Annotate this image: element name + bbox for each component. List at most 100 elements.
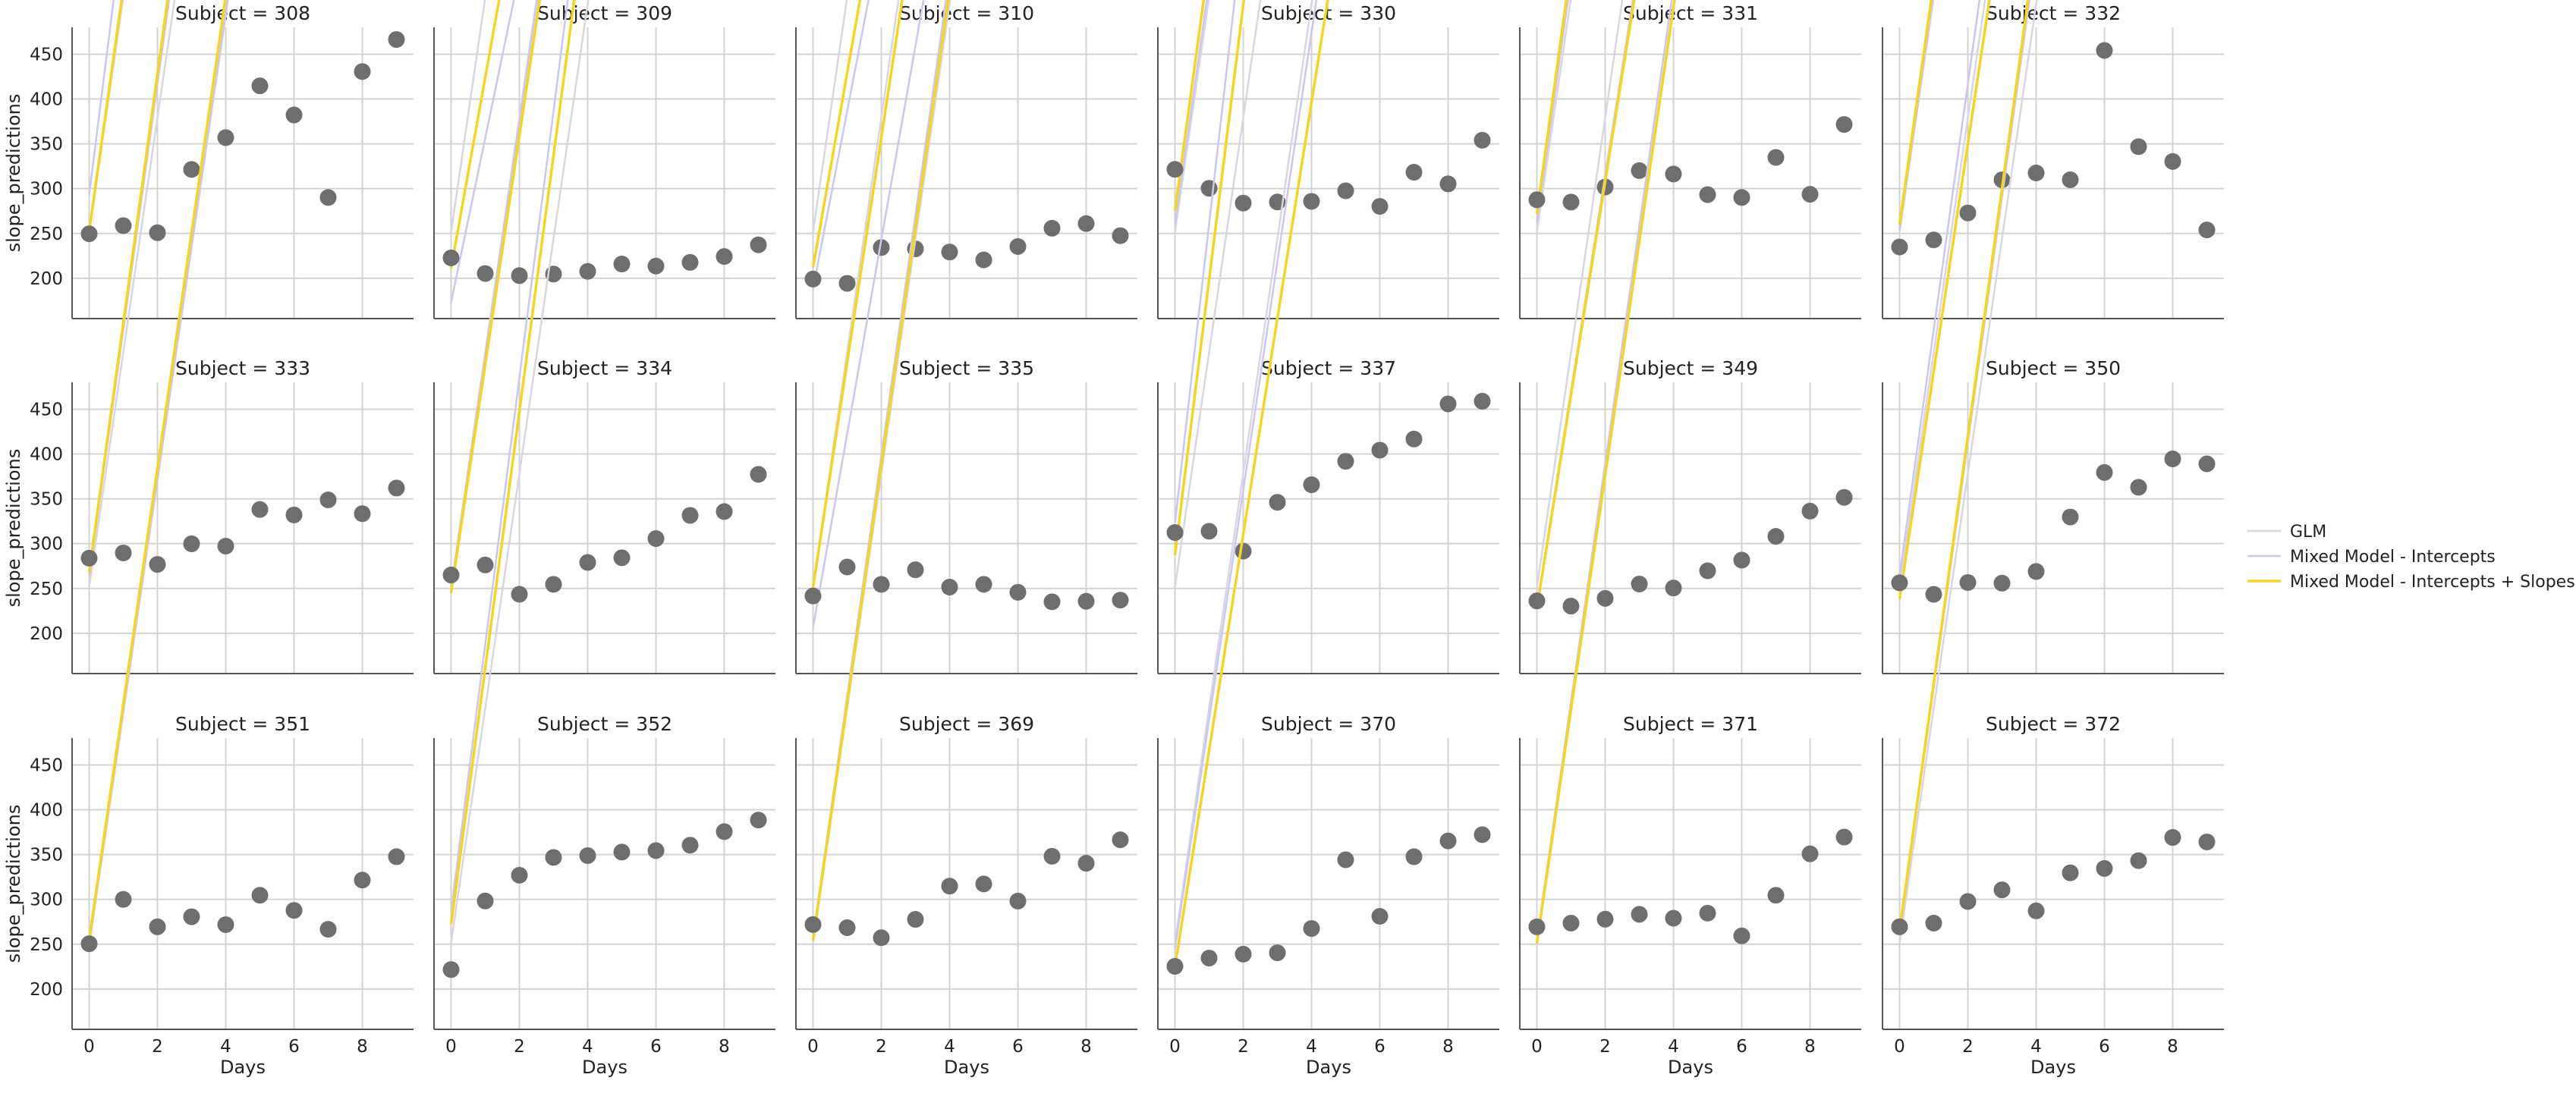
data-point <box>319 921 337 938</box>
y-tick-label: 400 <box>30 801 63 821</box>
data-point <box>354 63 371 80</box>
panel-title: Subject = 350 <box>1986 357 2121 379</box>
data-point <box>2062 508 2079 526</box>
data-point <box>1077 592 1095 610</box>
y-tick-label: 250 <box>30 580 63 599</box>
glm-line <box>1898 0 2038 944</box>
slopes-line <box>449 0 576 925</box>
x-tick-label: 8 <box>719 1037 730 1057</box>
data-point <box>1993 574 2011 592</box>
data-point <box>2130 138 2147 155</box>
data-point <box>183 161 200 178</box>
data-point <box>1801 186 1819 203</box>
data-point <box>217 537 234 554</box>
slopes-line <box>1535 0 1676 944</box>
data-point <box>442 250 460 267</box>
data-point <box>388 31 405 49</box>
data-point <box>545 576 562 593</box>
glm-line <box>1898 0 1935 233</box>
data-point <box>80 549 98 567</box>
glm-line <box>450 0 486 233</box>
data-point <box>115 544 132 561</box>
panel-subject-337: Subject = 337 <box>1157 0 1499 674</box>
data-point <box>1631 906 1648 923</box>
data-point <box>1665 909 1682 927</box>
data-point <box>941 578 958 595</box>
data-point <box>149 556 166 573</box>
data-point <box>716 503 733 520</box>
data-point <box>1337 453 1354 470</box>
data-point <box>838 558 856 576</box>
data-point <box>2164 829 2181 847</box>
data-point <box>2096 42 2113 59</box>
data-point <box>716 248 733 265</box>
data-point <box>804 270 822 287</box>
data-point <box>115 891 132 908</box>
panel-subject-370: Subject = 370 0 2 4 6 8 Days <box>1157 0 1499 1078</box>
x-tick-label: 2 <box>1599 1037 1611 1057</box>
legend-entry-intercepts: Mixed Model - Intercepts <box>2290 548 2496 567</box>
x-tick-label: 4 <box>220 1037 231 1057</box>
panel-subject-333: Subject = 333 200 250 300 350 400 450 slope_pre… <box>3 0 414 674</box>
data-point <box>354 505 371 523</box>
y-tick-label: 350 <box>30 490 63 510</box>
data-point <box>750 236 767 253</box>
y-tick-label: 350 <box>30 135 63 155</box>
intercepts-line <box>88 0 115 196</box>
panel-subject-334: Subject = 334 <box>433 0 775 674</box>
x-tick-label: 8 <box>1080 1037 1092 1057</box>
y-tick-label: 300 <box>30 535 63 554</box>
data-point <box>1733 927 1750 944</box>
y-tick-label: 200 <box>30 980 63 1000</box>
x-tick-label: 8 <box>1442 1037 1454 1057</box>
data-point <box>285 506 303 523</box>
data-point <box>149 224 166 241</box>
data-point <box>716 823 733 840</box>
data-point <box>1767 887 1785 904</box>
y-tick-label: 450 <box>30 755 63 775</box>
data-point <box>975 576 992 593</box>
slopes-line <box>811 0 950 941</box>
data-point <box>477 265 494 282</box>
data-point <box>1405 848 1423 865</box>
data-point <box>1371 908 1389 925</box>
data-point <box>1993 881 2011 899</box>
data-point <box>1200 180 1218 197</box>
slopes-line <box>1173 0 1246 556</box>
data-point <box>2096 859 2113 877</box>
y-tick-label: 250 <box>30 935 63 955</box>
x-tick-label: 8 <box>1804 1037 1816 1057</box>
glm-line <box>812 0 848 233</box>
data-point <box>354 872 371 889</box>
y-axis-title: slope_predictions <box>3 805 24 963</box>
x-tick-label: 4 <box>2030 1037 2042 1057</box>
data-point <box>613 256 631 273</box>
data-point <box>319 492 337 509</box>
data-point <box>511 267 528 284</box>
x-tick-label: 0 <box>445 1037 457 1057</box>
data-point <box>2198 221 2216 239</box>
legend: GLM Mixed Model - Intercepts Mixed Model -… <box>2247 523 2575 592</box>
panel-subject-335: Subject = 335 <box>795 0 1137 674</box>
data-point <box>1112 592 1129 609</box>
glm-line <box>1174 0 1262 588</box>
data-point <box>1474 131 1491 149</box>
data-point <box>941 243 958 261</box>
data-point <box>251 77 269 95</box>
data-point <box>2027 563 2045 580</box>
data-point <box>1405 430 1423 448</box>
data-point <box>647 530 665 548</box>
glm-line <box>812 0 900 588</box>
slopes-line <box>811 0 862 268</box>
panel-subject-351: Subject = 351 200 250 300 350 400 450 slope_pre… <box>3 0 414 1078</box>
intercepts-line <box>88 0 229 946</box>
data-point <box>2130 852 2147 869</box>
data-point <box>1439 832 1457 850</box>
data-point <box>1269 494 1286 511</box>
x-tick-label: 0 <box>1894 1037 1905 1057</box>
x-tick-label: 2 <box>1962 1037 1974 1057</box>
data-point <box>251 501 269 518</box>
data-point <box>2198 455 2216 473</box>
